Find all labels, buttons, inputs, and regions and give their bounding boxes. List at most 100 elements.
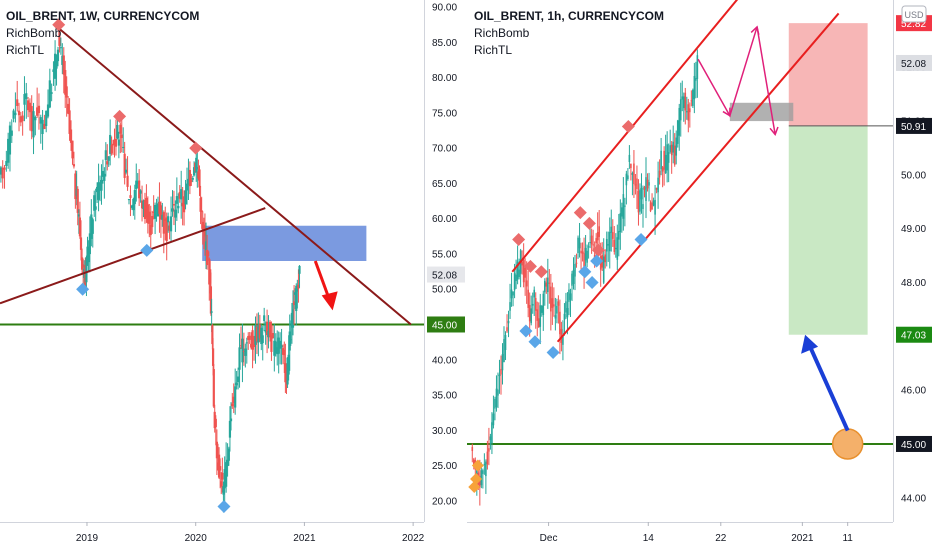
buy-signal-diamond <box>634 232 648 246</box>
candle-body <box>87 254 90 263</box>
right-indicator-1[interactable]: RichBomb <box>474 26 530 40</box>
right-indicator-2[interactable]: RichTL <box>474 43 513 57</box>
candle-body <box>255 326 259 342</box>
candle-body <box>664 154 667 174</box>
candle-body <box>211 325 214 345</box>
candle-body <box>592 244 594 246</box>
candle-body <box>122 146 125 148</box>
candle-body <box>542 293 545 315</box>
candle-body <box>670 144 673 156</box>
candle-body <box>46 104 50 117</box>
candle-body <box>214 418 217 428</box>
candle-body <box>37 105 41 114</box>
candle-body <box>152 211 155 213</box>
candle-body <box>292 301 296 305</box>
candle-body <box>234 386 237 408</box>
candle-body <box>545 282 548 287</box>
candle-body <box>598 226 600 237</box>
price-tick-label: 60.00 <box>432 214 457 225</box>
candle-body <box>528 304 531 322</box>
candle-body <box>50 92 53 94</box>
candle-body <box>125 169 128 173</box>
candle-body <box>12 110 15 119</box>
blue-up-arrow-shaft <box>808 345 850 432</box>
candle-body <box>281 348 285 355</box>
candle-body <box>648 182 650 186</box>
candle-body <box>654 199 656 215</box>
left-indicator-1[interactable]: RichBomb <box>6 26 62 40</box>
candle-body <box>580 250 582 254</box>
candle-body <box>151 215 154 228</box>
right-price-label-bg <box>896 54 932 71</box>
candle-body <box>583 253 585 272</box>
candle-body <box>482 470 484 474</box>
short-position-target-zone <box>788 125 868 335</box>
candle-body <box>161 214 164 220</box>
candle-body <box>210 311 213 313</box>
buy-signal-diamond <box>519 324 533 338</box>
candle-body <box>135 180 138 189</box>
left-support-price-label: 45.00 <box>432 320 457 331</box>
candle-body <box>645 177 647 201</box>
candle-body <box>199 197 202 212</box>
candle-body <box>204 241 208 251</box>
candle-body <box>565 301 567 313</box>
price-tick-label: 40.00 <box>432 355 457 366</box>
usd-badge-box <box>901 5 927 23</box>
candle-body <box>248 335 251 340</box>
candle-body <box>143 199 147 220</box>
buy-signal-diamond <box>140 243 154 257</box>
right-price-label-bg <box>896 326 932 343</box>
candle-body <box>94 206 97 210</box>
candle-body <box>225 462 228 487</box>
candle-body <box>90 214 93 239</box>
candle-body <box>168 225 171 231</box>
candle-body <box>171 208 174 212</box>
candle-body <box>267 330 270 338</box>
candle-body <box>276 347 279 355</box>
price-tick-label: 80.00 <box>432 73 457 84</box>
candle-body <box>637 191 640 213</box>
support-trendline <box>0 207 266 305</box>
candle-body <box>52 69 55 72</box>
candle-body <box>678 107 681 136</box>
candle-body <box>263 315 266 321</box>
candle-body <box>28 102 31 113</box>
price-tick-label: 50.00 <box>901 170 926 181</box>
candle-body <box>48 80 51 108</box>
candle-body <box>685 111 688 113</box>
candle-body <box>79 237 83 250</box>
candle-body <box>578 237 581 249</box>
candle-body <box>611 232 614 239</box>
candle-body <box>298 265 301 274</box>
candle-body <box>507 320 510 324</box>
time-tick-label: 2021 <box>293 533 316 544</box>
candle-body <box>74 173 77 200</box>
candle-body <box>260 327 263 345</box>
candle-body <box>557 301 560 306</box>
candle-body <box>488 448 490 452</box>
candle-body <box>572 269 575 284</box>
candle-body <box>264 330 267 333</box>
candle-body <box>146 204 149 224</box>
candle-body <box>618 230 620 240</box>
candle-body <box>516 261 519 280</box>
candle-body <box>180 189 183 200</box>
left-indicator-2[interactable]: RichTL <box>6 43 45 57</box>
projection-arrowhead <box>769 126 779 137</box>
candle-body <box>524 267 526 278</box>
channel-lower-line <box>556 12 840 343</box>
candle-body <box>268 321 272 338</box>
candle-body <box>138 180 141 199</box>
candle-body <box>584 247 587 261</box>
candle-body <box>512 291 514 296</box>
candle-body <box>291 309 295 328</box>
candle-body <box>207 251 210 257</box>
candle-body <box>30 106 33 132</box>
candle-body <box>483 463 486 466</box>
candle-body <box>32 111 35 138</box>
candle-body <box>261 335 264 344</box>
candle-body <box>633 163 635 185</box>
candle-body <box>167 216 170 223</box>
